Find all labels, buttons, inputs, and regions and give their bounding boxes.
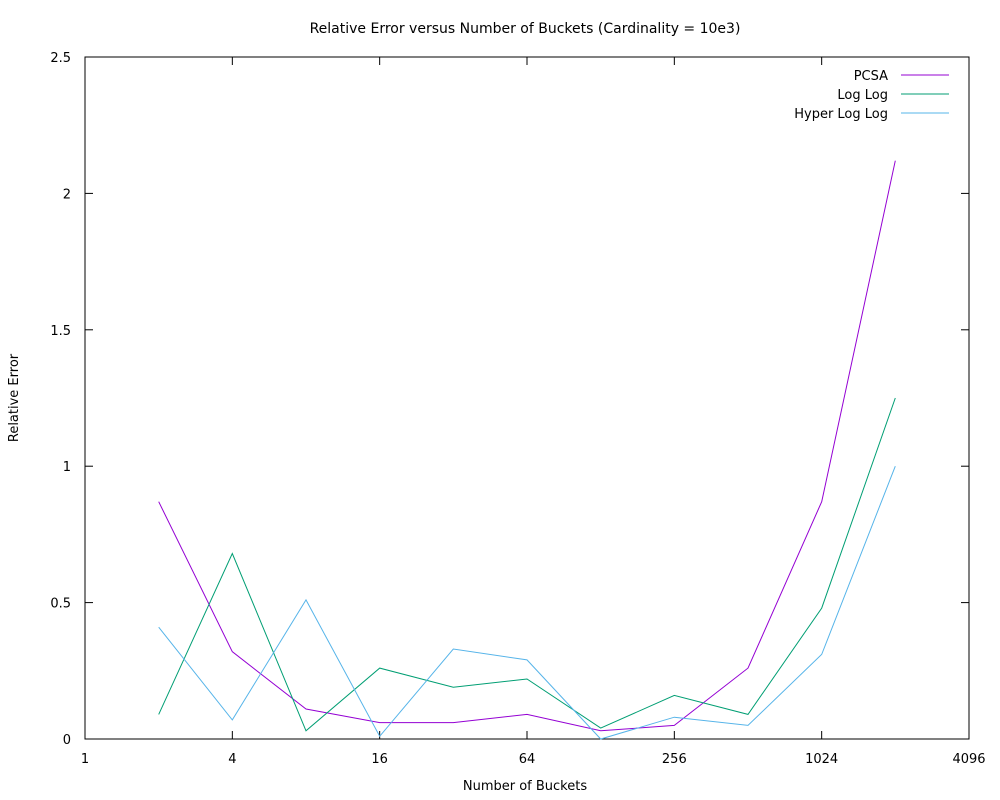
x-tick-label: 16 [371,752,388,767]
legend-label-log-log: Log Log [837,88,888,103]
legend: PCSA Log Log Hyper Log Log [794,69,949,122]
x-tick-label: 256 [662,752,687,767]
x-tick-label: 1 [81,752,89,767]
series-line-hyper-log-log [158,466,896,740]
plot-frame [84,56,970,740]
series-line-log-log [158,397,896,732]
y-tick-label: 2 [63,187,71,202]
y-axis-label: Relative Error [7,353,22,442]
series-line-pcsa [158,160,896,732]
legend-label-pcsa: PCSA [854,69,888,84]
legend-label-hyper-log-log: Hyper Log Log [794,107,888,122]
y-tick-label: 1 [63,460,71,475]
x-tick-label: 64 [519,752,536,767]
x-axis-label: Number of Buckets [463,779,587,794]
y-tick-label: 2.5 [50,51,71,66]
x-tick-label: 4096 [952,752,985,767]
x-tick-label: 1024 [805,752,838,767]
y-tick-label: 1.5 [50,324,71,339]
series-lines [158,160,896,740]
x-axis: 1 4 16 64 256 1024 4096 [81,57,986,767]
x-tick-label: 4 [228,752,236,767]
y-tick-label: 0 [63,733,71,748]
chart-title: Relative Error versus Number of Buckets … [310,21,741,37]
y-axis: 0 0.5 1 1.5 2 2.5 [50,51,969,748]
y-tick-label: 0.5 [50,597,71,612]
